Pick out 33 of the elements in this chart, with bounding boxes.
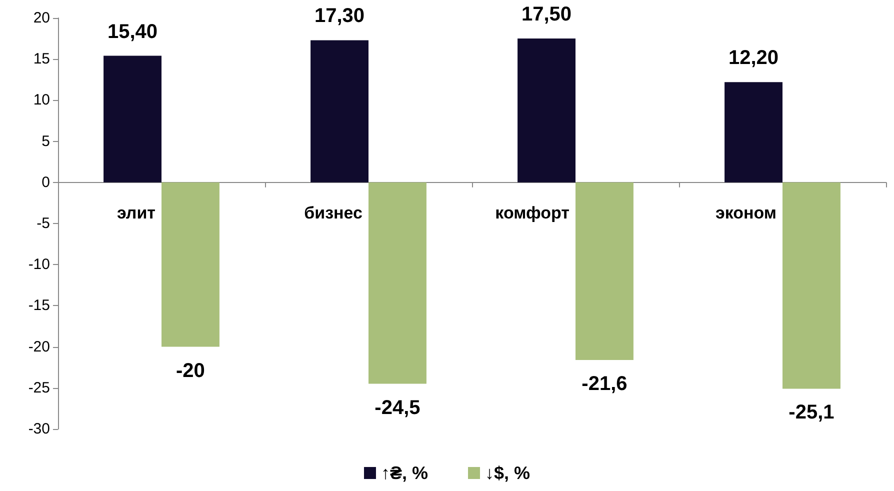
y-tick-label: -20	[28, 338, 50, 356]
x-tick-label: эконом	[715, 203, 776, 222]
legend-label: ↓$, %	[485, 463, 530, 483]
data-label: -20	[176, 360, 205, 382]
bar	[782, 182, 840, 389]
data-label: -24,5	[374, 396, 420, 419]
x-tick-label: бизнес	[304, 203, 362, 222]
bar	[310, 40, 368, 182]
bar	[518, 38, 576, 182]
x-tick-label: элит	[116, 203, 156, 222]
bar	[724, 82, 782, 182]
y-tick-label: -10	[28, 256, 50, 274]
x-tick-label: комфорт	[495, 203, 570, 222]
data-label: 15,40	[107, 20, 158, 43]
y-tick-label: 20	[33, 10, 50, 26]
data-label: 17,50	[521, 4, 572, 26]
y-tick-label: 0	[42, 174, 50, 191]
legend-label: ↑₴, %	[380, 463, 428, 483]
bar	[162, 182, 220, 347]
bar	[104, 56, 162, 182]
data-label: 12,20	[728, 47, 779, 70]
y-tick-label: 5	[42, 132, 50, 150]
y-tick-label: 15	[33, 50, 50, 68]
y-tick-label: -5	[36, 215, 50, 232]
data-label: 17,30	[314, 5, 365, 28]
data-label: -25,1	[788, 402, 834, 424]
y-tick-label: -30	[28, 420, 50, 438]
bar	[368, 182, 426, 384]
y-tick-label: 10	[33, 92, 50, 109]
y-tick-label: -15	[28, 297, 50, 314]
bar	[576, 182, 634, 360]
y-tick-label: -25	[28, 379, 50, 396]
data-label: -21,6	[582, 372, 628, 395]
